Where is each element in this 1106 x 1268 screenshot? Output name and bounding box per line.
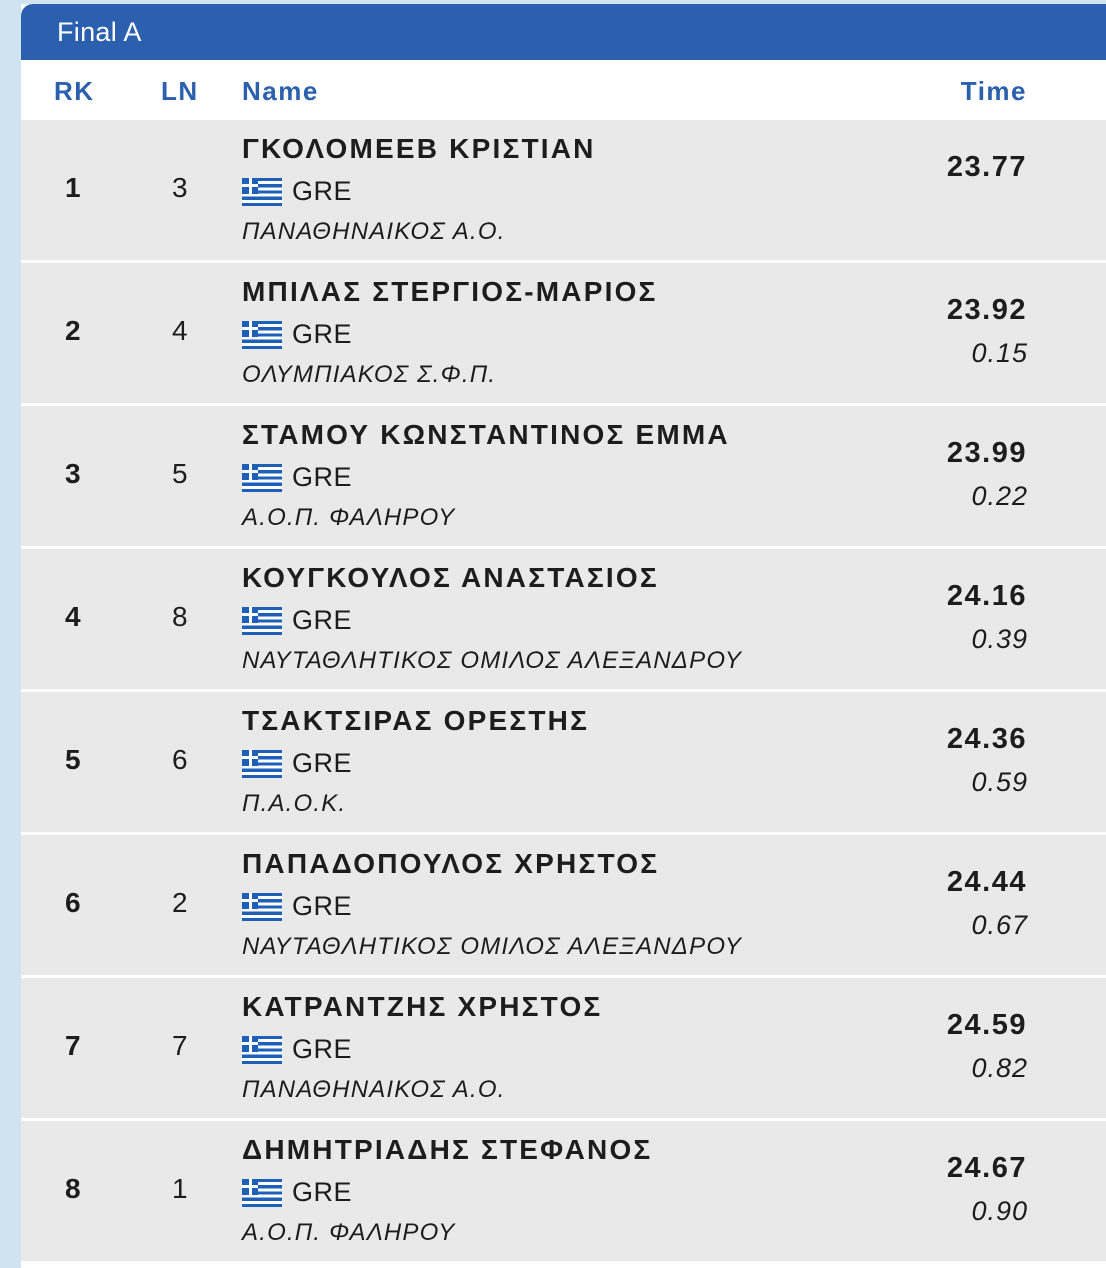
time-behind: 0.59 [971,767,1028,797]
results-panel: Final A RK LN Name Time 1 3 ΓΚΟΛΟΜΕΕΒ ΚΡ… [21,4,1106,1268]
athlete-name[interactable]: ΣΤΑΜΟΥ ΚΩΝΣΤΑΝΤΙΝΟΣ ΕΜΜΑ [242,419,730,450]
lane-cell: 2 [172,887,188,918]
results-table-header: RK LN Name Time [21,60,1106,120]
time-behind: 0.90 [971,1196,1028,1226]
time-behind: 0.22 [971,481,1028,511]
country-code: GRE [292,176,353,206]
greece-flag-icon [242,606,282,635]
club-name: Α.Ο.Π. ΦΑΛΗΡΟΥ [242,504,456,531]
athlete-name[interactable]: ΓΚΟΛΟΜΕΕΒ ΚΡΙΣΤΙΑΝ [242,133,596,164]
time-cell: 24.36 [946,723,1027,755]
rank-cell: 6 [65,887,81,918]
club-name: ΟΛΥΜΠΙΑΚΟΣ Σ.Φ.Π. [242,361,497,388]
results-table-body: 1 3 ΓΚΟΛΟΜΕΕΒ ΚΡΙΣΤΙΑΝ GRE ΠΑΝΑΘΗΝΑΙΚΟΣ … [21,120,1106,1264]
athlete-name[interactable]: ΚΟΥΓΚΟΥΛΟΣ ΑΝΑΣΤΑΣΙΟΣ [242,562,659,593]
result-row[interactable]: 3 5 ΣΤΑΜΟΥ ΚΩΝΣΤΑΝΤΙΝΟΣ ΕΜΜΑ GRE Α.Ο.Π. … [21,406,1106,549]
result-row[interactable]: 7 7 ΚΑΤΡΑΝΤΖΗΣ ΧΡΗΣΤΟΣ GRE ΠΑΝΑΘΗΝΑΙΚΟΣ … [21,978,1106,1121]
time-behind: 0.15 [971,338,1028,368]
country-cell: GRE [242,176,352,207]
country-code: GRE [292,748,353,778]
time-cell: 23.77 [946,151,1027,183]
rank-cell: 3 [65,458,81,489]
rank-cell: 4 [65,601,81,632]
greece-flag-icon [242,1178,282,1207]
column-header-time[interactable]: Time [960,76,1027,106]
country-cell: GRE [242,891,352,922]
time-behind: 0.67 [971,910,1028,940]
column-header-name[interactable]: Name [242,76,319,106]
country-code: GRE [292,1034,353,1064]
athlete-name[interactable]: ΚΑΤΡΑΝΤΖΗΣ ΧΡΗΣΤΟΣ [242,991,603,1022]
result-row[interactable]: 1 3 ΓΚΟΛΟΜΕΕΒ ΚΡΙΣΤΙΑΝ GRE ΠΑΝΑΘΗΝΑΙΚΟΣ … [21,120,1106,263]
time-cell: 24.67 [946,1152,1027,1184]
club-name: ΠΑΝΑΘΗΝΑΙΚΟΣ Α.Ο. [242,1076,506,1103]
result-row[interactable]: 5 6 ΤΣΑΚΤΣΙΡΑΣ ΟΡΕΣΤΗΣ GRE Π.Α.Ο.Κ. 24.3… [21,692,1106,835]
country-cell: GRE [242,319,352,350]
rank-cell: 5 [65,744,81,775]
athlete-name[interactable]: ΔΗΜΗΤΡΙΑΔΗΣ ΣΤΕΦΑΝΟΣ [242,1134,653,1165]
time-cell: 24.59 [946,1009,1027,1041]
result-row[interactable]: 6 2 ΠΑΠΑΔΟΠΟΥΛΟΣ ΧΡΗΣΤΟΣ GRE ΝΑΥΤΑΘΛΗΤΙΚ… [21,835,1106,978]
panel-title: Final A [57,16,142,47]
lane-cell: 8 [172,601,188,632]
greece-flag-icon [242,177,282,206]
lane-cell: 6 [172,744,188,775]
country-code: GRE [292,319,353,349]
lane-cell: 5 [172,458,188,489]
country-cell: GRE [242,1034,352,1065]
greece-flag-icon [242,1035,282,1064]
club-name: ΝΑΥΤΑΘΛΗΤΙΚΟΣ ΟΜΙΛΟΣ ΑΛΕΞΑΝΔΡΟΥ [242,933,743,960]
country-cell: GRE [242,605,352,636]
result-row[interactable]: 2 4 ΜΠΙΛΑΣ ΣΤΕΡΓΙΟΣ-ΜΑΡΙΟΣ GRE ΟΛΥΜΠΙΑΚΟ… [21,263,1106,406]
lane-cell: 1 [172,1173,188,1204]
greece-flag-icon [242,892,282,921]
time-cell: 23.92 [946,294,1027,326]
time-cell: 24.44 [946,866,1027,898]
athlete-name[interactable]: ΜΠΙΛΑΣ ΣΤΕΡΓΙΟΣ-ΜΑΡΙΟΣ [242,276,658,307]
rank-cell: 8 [65,1173,81,1204]
athlete-name[interactable]: ΠΑΠΑΔΟΠΟΥΛΟΣ ΧΡΗΣΤΟΣ [242,848,660,879]
greece-flag-icon [242,463,282,492]
lane-cell: 3 [172,172,188,203]
result-row[interactable]: 8 1 ΔΗΜΗΤΡΙΑΔΗΣ ΣΤΕΦΑΝΟΣ GRE Α.Ο.Π. ΦΑΛΗ… [21,1121,1106,1264]
time-cell: 23.99 [946,437,1027,469]
country-cell: GRE [242,462,352,493]
column-header-rank[interactable]: RK [54,76,95,106]
lane-cell: 7 [172,1030,188,1061]
club-name: Α.Ο.Π. ΦΑΛΗΡΟΥ [242,1219,456,1246]
athlete-name[interactable]: ΤΣΑΚΤΣΙΡΑΣ ΟΡΕΣΤΗΣ [242,705,590,736]
column-header-lane[interactable]: LN [161,76,199,106]
country-code: GRE [292,1177,353,1207]
result-row[interactable]: 4 8 ΚΟΥΓΚΟΥΛΟΣ ΑΝΑΣΤΑΣΙΟΣ GRE ΝΑΥΤΑΘΛΗΤΙ… [21,549,1106,692]
lane-cell: 4 [172,315,188,346]
country-code: GRE [292,605,353,635]
club-name: ΝΑΥΤΑΘΛΗΤΙΚΟΣ ΟΜΙΛΟΣ ΑΛΕΞΑΝΔΡΟΥ [242,647,743,674]
time-behind: 0.39 [971,624,1028,654]
club-name: Π.Α.Ο.Κ. [242,790,347,817]
time-behind: 0.82 [971,1053,1028,1083]
greece-flag-icon [242,320,282,349]
club-name: ΠΑΝΑΘΗΝΑΙΚΟΣ Α.Ο. [242,218,506,245]
rank-cell: 7 [65,1030,81,1061]
greece-flag-icon [242,749,282,778]
rank-cell: 2 [65,315,81,346]
panel-header: Final A [21,4,1106,60]
country-cell: GRE [242,1177,352,1208]
country-code: GRE [292,891,353,921]
country-cell: GRE [242,748,352,779]
rank-cell: 1 [65,172,81,203]
country-code: GRE [292,462,353,492]
time-cell: 24.16 [946,580,1027,612]
